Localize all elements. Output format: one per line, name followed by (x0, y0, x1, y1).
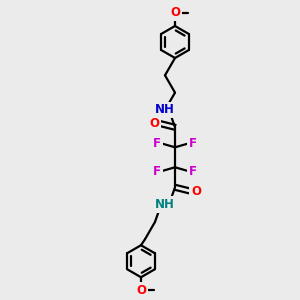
Text: F: F (153, 137, 161, 150)
Text: NH: NH (155, 198, 175, 211)
Text: O: O (136, 284, 146, 297)
Text: O: O (170, 7, 180, 20)
Text: NH: NH (155, 103, 175, 116)
Text: O: O (149, 117, 159, 130)
Text: F: F (189, 137, 197, 150)
Text: F: F (153, 165, 161, 178)
Text: F: F (189, 165, 197, 178)
Text: O: O (191, 185, 201, 198)
